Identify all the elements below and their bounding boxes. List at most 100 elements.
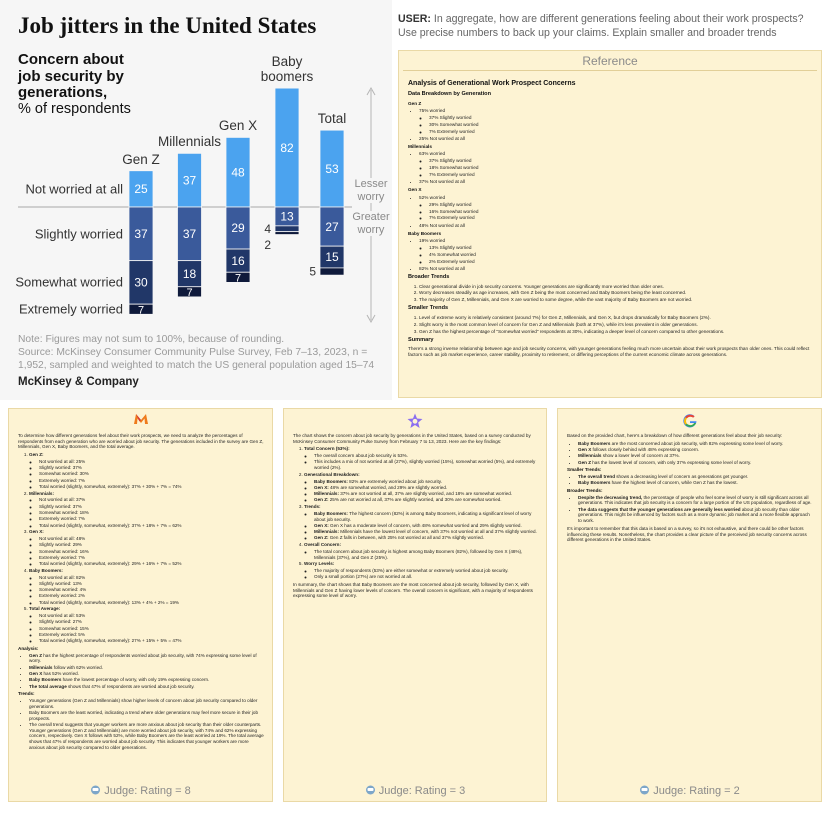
value-label: 30: [134, 276, 148, 290]
list-item: 82% Not worried at all: [419, 266, 813, 272]
judge-icon: [640, 785, 650, 795]
item-text: 82% are extremely worried about job secu…: [349, 478, 442, 484]
bold-lead: Baby Boomers:: [314, 478, 348, 484]
list-item: Not worried at all: 25%: [39, 459, 265, 465]
list-item: Baby Boomers: Not worried at all: 82%Slig…: [29, 568, 265, 606]
sub-list: Not worried at all: 25%Slightly worried:…: [29, 459, 265, 490]
sub-list: The overall concern about job security i…: [304, 453, 539, 471]
list-item: 7% Extremely worried: [429, 215, 813, 221]
list-item: Gen Z has the highest percentage of "Som…: [419, 329, 813, 335]
category-label: Baby boomers: [260, 54, 314, 85]
list-item: 4% Somewhat worried: [429, 252, 813, 258]
list-item: 29% Slightly worried: [429, 202, 813, 208]
legend-label: Extremely worried: [18, 301, 123, 317]
bold-lead: Gen X:: [314, 484, 329, 490]
list-item: Overall Concern:The total concern about …: [304, 542, 539, 560]
bar-segment: [128, 206, 154, 262]
list-item: 48% Not worried at all: [419, 223, 813, 229]
chart-brand: McKinsey & Company: [18, 376, 139, 388]
list-item: Total worried (slightly, somewhat, extre…: [39, 600, 265, 606]
bold-lead: Despite the decreasing trend,: [578, 494, 643, 500]
value-label: 2: [264, 238, 271, 252]
list-item: Gen Zhas the highest percentage of respo…: [29, 653, 265, 664]
bold-lead: Baby Boomers: [29, 677, 62, 683]
item-text: 52% worried: [419, 194, 446, 200]
value-label: 18: [183, 267, 197, 281]
section-heading: Smaller Trends: [408, 305, 449, 312]
divider: [403, 70, 817, 71]
bar-segment: [128, 303, 154, 315]
list-item: Slightly worried: 37%: [39, 504, 265, 510]
annotation: Greater worry: [349, 211, 392, 236]
list-item: Worry decreases steadily as age increase…: [419, 290, 813, 296]
list-item: 7% Extremely worried: [429, 129, 813, 135]
section-subheading: Trends:: [18, 691, 35, 697]
user-prompt: USER: In aggregate, how are different ge…: [398, 12, 822, 40]
list-item: 37% Not worried at all: [419, 179, 813, 185]
ordered-list: Gen Z:Not worried at all: 25%Slightly wo…: [18, 452, 265, 644]
list-item: 19% worried 13% Slightly worried4% Somewh…: [419, 238, 813, 265]
list-item: Younger generations (Gen Z and Millennia…: [29, 698, 265, 709]
bar-segment: [128, 170, 154, 208]
list-item: 52% worried 29% Slightly worried16% Somew…: [419, 195, 813, 222]
list-item: Baby Boomershave the highest level of co…: [578, 480, 814, 486]
item-text: shows a decreasing level of concern as g…: [616, 474, 749, 479]
value-label: 37: [183, 227, 197, 241]
chart-note: Note: Figures may not sum to 100%, becau…: [18, 334, 285, 345]
rating-text: Judge: Rating = 8: [104, 785, 191, 797]
sub-list: The majority of respondents (53%) are ei…: [304, 568, 539, 580]
bold-lead: Baby Boomers: [578, 440, 611, 446]
list-item: Extremely worried: 2%: [39, 593, 265, 599]
list-item: 13% Slightly worried: [429, 245, 813, 251]
list-item: The overall concern about job security i…: [314, 453, 539, 459]
value-label: 16: [231, 254, 245, 268]
list-item: Slight worry is the most common level of…: [419, 322, 813, 328]
list-item: Gen Z:25% are not worried at all, 37% ar…: [314, 497, 539, 503]
list-item: Extremely worried: 7%: [39, 478, 265, 484]
response-panel: To determine how different generations f…: [8, 408, 273, 802]
item-text: Millennials have the lowest level of con…: [340, 529, 537, 535]
judge-icon: [91, 785, 101, 795]
value-label: 5: [309, 265, 316, 279]
bullet-list: 52% worried 29% Slightly worried16% Somew…: [408, 195, 813, 229]
judge-icon: [365, 785, 375, 795]
item-text: 19% worried: [419, 237, 446, 243]
rating-text: Judge: Rating = 3: [378, 785, 466, 797]
paragraph: To determine how different generations f…: [18, 433, 264, 450]
value-label: 15: [325, 250, 339, 264]
category-label: Total: [317, 111, 347, 127]
rating-text: Judge: Rating = 2: [653, 785, 740, 797]
item-text: shows that 47% of respondents are worrie…: [67, 683, 195, 689]
list-item: 37% Slightly worried: [429, 115, 813, 121]
list-item: Clear generational divide in job securit…: [419, 284, 813, 290]
list-item: Millennials:37% are not worried at all, …: [314, 491, 539, 497]
list-item: Worry Levels:The majority of respondents…: [304, 561, 539, 580]
list-item: Level of extreme worry is relatively con…: [419, 315, 813, 321]
item-text: are the most concerned about job securit…: [611, 440, 784, 446]
list-item: Somewhat worried: 4%: [39, 587, 265, 593]
list-item: Somewhat worried: 18%: [39, 510, 265, 516]
list-item: Gen Z:Gen Z falls in between, with 25% n…: [314, 535, 539, 541]
bold-lead: The data suggests that the younger gener…: [578, 506, 741, 512]
bold-lead: Overall Concern:: [304, 542, 342, 548]
list-item: Slightly worried: 27%: [39, 619, 265, 625]
category-label: Gen X: [218, 118, 258, 134]
list-item: Gen Zhas the lowest level of concern, wi…: [578, 460, 814, 466]
list-item: Gen Xfollows closely behind with 48% exp…: [578, 447, 814, 453]
model-icon: [682, 414, 696, 428]
list-item: Not worried at all: 48%: [39, 536, 265, 542]
model-icon: [407, 413, 423, 428]
section-subheading: Baby Boomers: [408, 230, 442, 236]
reference-panel: Reference Analysis of Generational Work …: [398, 50, 822, 398]
item-text: 75% worried: [419, 107, 446, 113]
rating: Judge: Rating = 2: [558, 784, 821, 797]
annotation: Lesser worry: [349, 178, 392, 203]
list-item: 30% Somewhat worried: [429, 122, 813, 128]
rating: Judge: Rating = 3: [284, 784, 546, 797]
item-text: Gen X has a moderate level of concern, w…: [330, 522, 522, 528]
response-body: Based on the provided chart, here's a br…: [567, 433, 814, 779]
value-label: 53: [325, 162, 339, 176]
section-subheading: Smaller Trends:: [567, 467, 602, 473]
list-item: Millennials:Not worried at all: 37%Sligh…: [29, 491, 265, 529]
